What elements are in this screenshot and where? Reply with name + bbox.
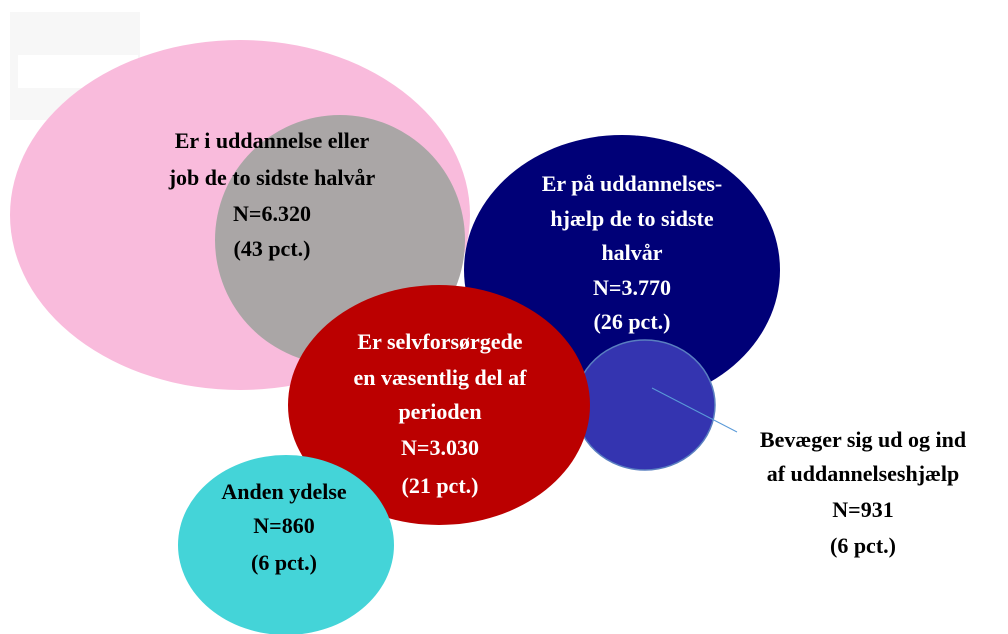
node-label: Anden ydelse	[221, 479, 347, 504]
node-label: N=6.320	[233, 201, 311, 226]
node-label: N=3.030	[401, 435, 479, 460]
leader-line	[651, 387, 738, 433]
labels: Er i uddannelse eller job de to sidste ha…	[168, 128, 966, 575]
node-label: (6 pct.)	[830, 533, 896, 558]
node-label: perioden	[398, 399, 481, 424]
node-label: (43 pct.)	[234, 236, 311, 261]
node-label: Er i uddannelse eller	[175, 128, 370, 153]
node-label: hjælp de to sidste	[550, 206, 713, 231]
node-label: (6 pct.)	[251, 550, 317, 575]
node-label: en væsentlig del af	[354, 365, 528, 390]
node-label: job de to sidste halvår	[168, 165, 376, 190]
node-label: N=860	[253, 513, 314, 538]
node-label: Er på uddannelses-	[542, 171, 723, 196]
node-label: (26 pct.)	[594, 309, 671, 334]
node-label: Er selvforsørgede	[357, 329, 522, 354]
node-label: (21 pct.)	[402, 473, 479, 498]
node-label: Bevæger sig ud og ind	[760, 427, 966, 452]
node-label: af uddannelseshjælp	[767, 461, 960, 486]
node-label: N=3.770	[593, 275, 671, 300]
node-label: N=931	[832, 497, 893, 522]
ellipse-in-out	[574, 339, 716, 471]
node-label: halvår	[601, 240, 662, 265]
ellipse-selvforsorgede	[288, 285, 590, 525]
ellipse-anden-ydelse	[178, 455, 394, 634]
